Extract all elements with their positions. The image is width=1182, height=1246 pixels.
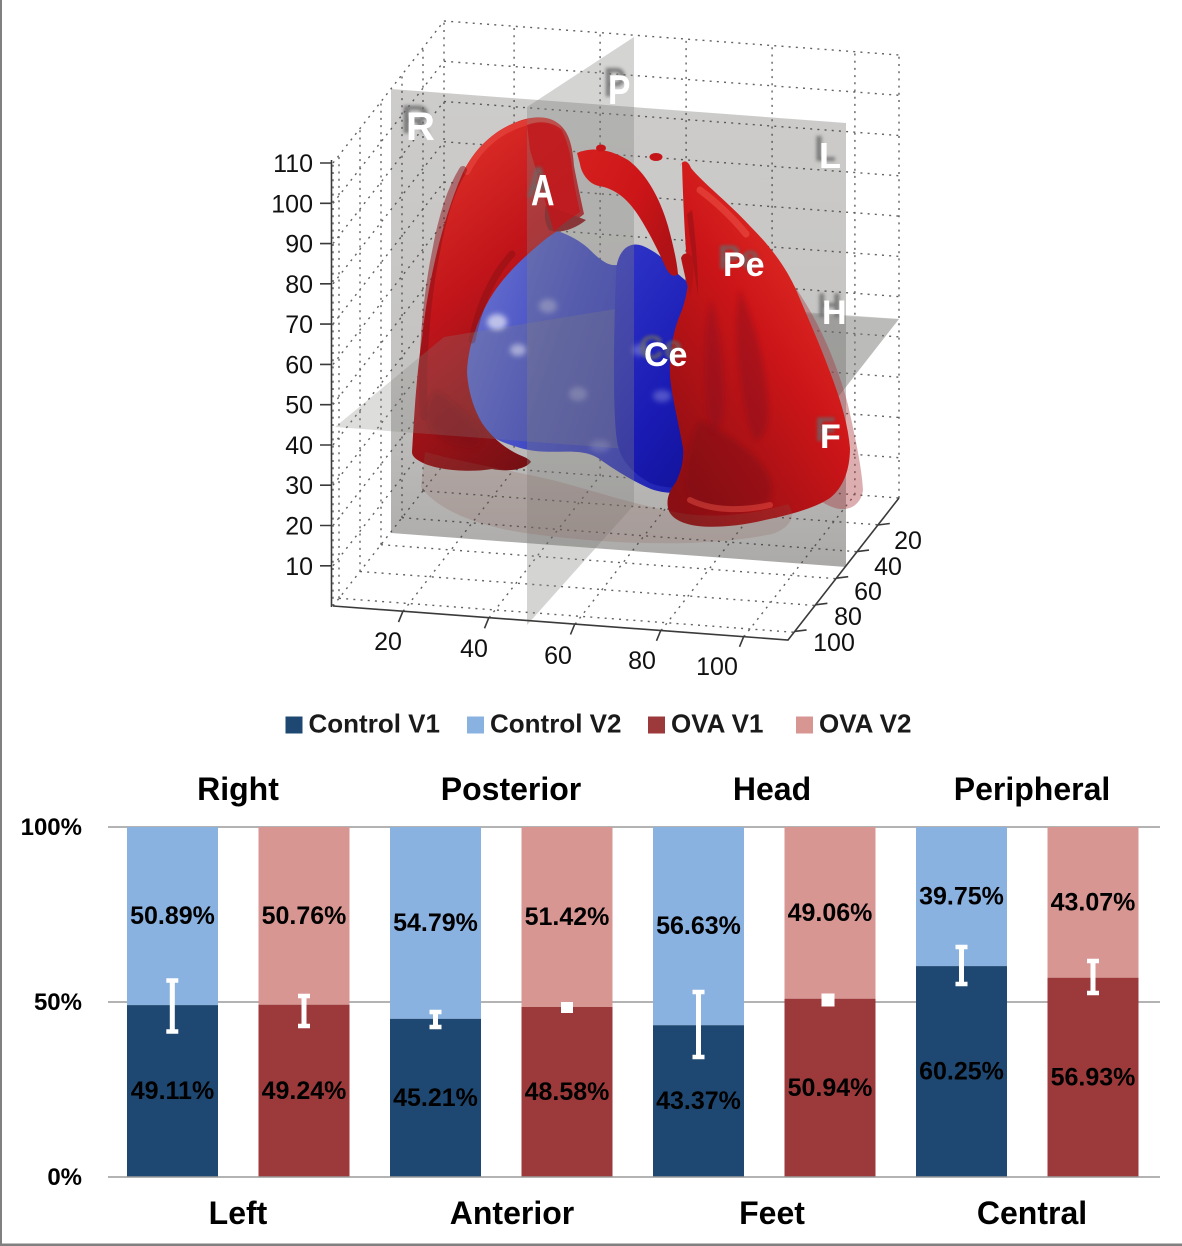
svg-text:50.94%: 50.94%	[788, 1074, 873, 1102]
svg-text:100: 100	[813, 629, 855, 657]
svg-text:43.37%: 43.37%	[656, 1087, 741, 1115]
svg-text:P: P	[608, 68, 630, 114]
svg-text:20: 20	[285, 513, 313, 541]
svg-text:R: R	[406, 105, 435, 149]
svg-text:80: 80	[834, 603, 862, 631]
svg-text:F: F	[820, 418, 841, 456]
svg-text:50: 50	[285, 392, 313, 420]
svg-text:OVA V1: OVA V1	[671, 709, 763, 739]
svg-text:40: 40	[285, 432, 313, 460]
svg-text:54.79%: 54.79%	[393, 909, 478, 937]
svg-text:Posterior: Posterior	[441, 771, 581, 807]
svg-text:60: 60	[854, 578, 882, 606]
svg-text:Control V1: Control V1	[309, 709, 440, 739]
svg-text:90: 90	[285, 231, 313, 259]
svg-text:50.76%: 50.76%	[262, 902, 347, 930]
svg-text:Head: Head	[733, 771, 811, 807]
svg-text:56.93%: 56.93%	[1051, 1063, 1136, 1091]
svg-text:Right: Right	[197, 771, 279, 807]
svg-text:Feet: Feet	[739, 1195, 805, 1231]
svg-text:Ce: Ce	[644, 336, 687, 374]
svg-text:48.58%: 48.58%	[525, 1078, 610, 1106]
svg-text:OVA V2: OVA V2	[819, 709, 911, 739]
svg-text:Control V2: Control V2	[490, 709, 621, 739]
svg-text:20: 20	[894, 527, 922, 555]
svg-text:70: 70	[285, 311, 313, 339]
svg-text:Central: Central	[977, 1195, 1087, 1231]
svg-text:40: 40	[874, 553, 902, 581]
svg-text:100: 100	[696, 653, 738, 681]
svg-text:43.07%: 43.07%	[1051, 888, 1136, 916]
svg-text:40: 40	[460, 635, 488, 663]
svg-text:20: 20	[374, 628, 402, 656]
svg-text:39.75%: 39.75%	[919, 883, 1004, 911]
svg-text:51.42%: 51.42%	[525, 903, 610, 931]
svg-text:60: 60	[544, 642, 572, 670]
svg-text:100: 100	[271, 190, 313, 218]
svg-text:45.21%: 45.21%	[393, 1084, 478, 1112]
svg-text:Pe: Pe	[723, 246, 765, 284]
svg-text:60: 60	[285, 351, 313, 379]
svg-text:60.25%: 60.25%	[919, 1058, 1004, 1086]
svg-text:Peripheral: Peripheral	[954, 771, 1111, 807]
svg-text:100%: 100%	[21, 814, 82, 841]
svg-text:Left: Left	[209, 1195, 268, 1231]
svg-text:50%: 50%	[34, 989, 82, 1016]
svg-text:80: 80	[628, 647, 656, 675]
svg-text:50.89%: 50.89%	[130, 902, 215, 930]
svg-text:49.11%: 49.11%	[131, 1077, 214, 1105]
svg-text:49.06%: 49.06%	[788, 899, 873, 927]
svg-text:A: A	[531, 166, 555, 215]
svg-text:110: 110	[273, 150, 313, 178]
svg-text:80: 80	[285, 271, 313, 299]
svg-text:49.24%: 49.24%	[262, 1077, 347, 1105]
svg-text:0%: 0%	[47, 1164, 82, 1191]
svg-text:L: L	[819, 135, 841, 176]
svg-text:H: H	[822, 294, 847, 332]
svg-text:10: 10	[285, 553, 313, 581]
svg-text:Anterior: Anterior	[450, 1195, 574, 1231]
svg-text:30: 30	[285, 472, 313, 500]
svg-text:56.63%: 56.63%	[656, 912, 741, 940]
